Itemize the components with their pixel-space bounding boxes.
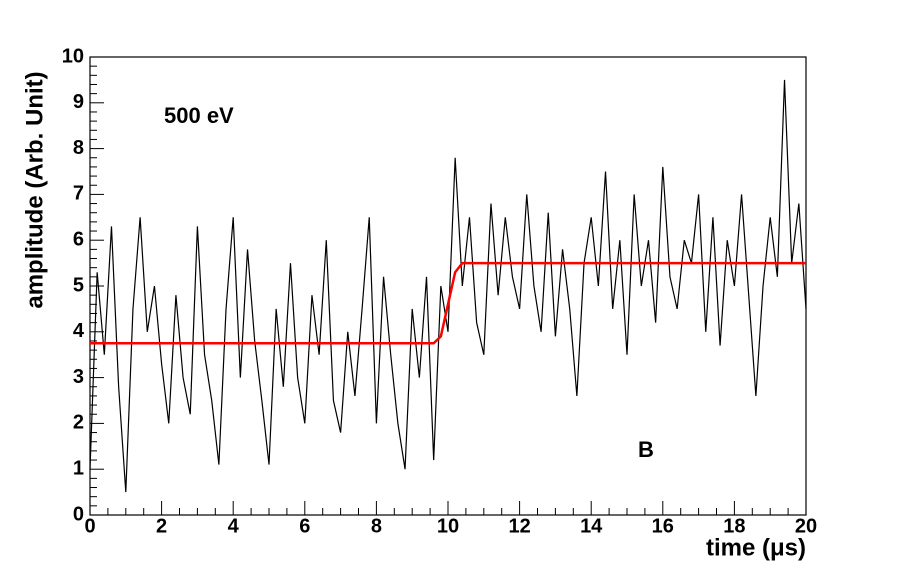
x-tick-label: 12 (508, 515, 530, 537)
y-axis-title: amplitude (Arb. Unit) (21, 71, 48, 308)
y-tick-label: 10 (62, 45, 84, 67)
y-tick-label: 5 (73, 274, 84, 296)
y-tick-label: 6 (73, 228, 84, 250)
x-tick-label: 16 (652, 515, 674, 537)
x-tick-label: 4 (228, 515, 240, 537)
x-tick-label: 2 (156, 515, 167, 537)
y-tick-label: 1 (73, 457, 84, 479)
y-tick-label: 8 (73, 137, 84, 159)
x-tick-label: 10 (437, 515, 459, 537)
x-tick-label: 18 (723, 515, 745, 537)
y-tick-label: 9 (73, 91, 84, 113)
y-tick-label: 3 (73, 366, 84, 388)
x-tick-label: 6 (299, 515, 310, 537)
x-axis-title: time (μs) (706, 534, 806, 561)
fit-line (90, 261, 806, 345)
annotation: B (638, 437, 654, 462)
x-tick-label: 0 (84, 515, 95, 537)
y-tick-label: 4 (73, 320, 85, 342)
x-tick-label: 8 (371, 515, 382, 537)
signal-line (89, 79, 807, 493)
annotation: 500 eV (164, 103, 234, 128)
y-tick-label: 2 (73, 412, 84, 434)
x-tick-label: 14 (580, 515, 603, 537)
y-tick-label: 0 (73, 503, 84, 525)
y-tick-label: 7 (73, 183, 84, 205)
x-tick-label: 20 (795, 515, 817, 537)
